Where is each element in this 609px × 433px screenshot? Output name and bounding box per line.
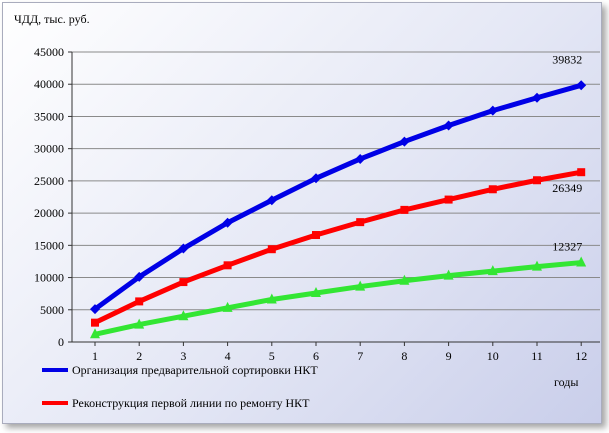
series-1-point-12 [576,80,587,91]
legend-label-series-1: Организация предварительной сортировки Н… [72,363,318,377]
series-1-point-10 [487,105,498,116]
series-2-point-6 [312,231,320,240]
series-line-1 [92,82,584,312]
series-3-point-12 [576,256,587,267]
series-2-point-9 [444,195,453,204]
series-line-3 [92,260,584,337]
y-tick-label: 10000 [34,271,64,285]
series-line-2 [92,169,584,326]
data-label-series-2: 26349 [552,181,582,195]
x-tick-label: 4 [225,349,231,363]
series-3-point-6 [311,287,321,298]
series-1-point-1 [90,304,100,315]
axes: 0 5000 10000 15000 20000 25000 30000 35000 40000… [34,45,600,363]
y-tick-label: 40000 [34,77,64,91]
data-label-series-1: 39832 [552,52,582,66]
series-2-point-1 [91,318,99,327]
x-tick-label: 12 [575,349,587,363]
legend-label-series-2: Реконструкция первой линии по ремонту НК… [72,396,310,410]
series-1-point-4 [222,217,233,228]
y-tick-label: 20000 [34,206,64,220]
series-2-point-12 [577,168,586,177]
series-3-point-7 [355,280,366,291]
series-1-point-5 [266,195,277,206]
series-1-point-9 [443,120,454,131]
y-tick-label: 0 [58,335,64,349]
series-3-point-8 [399,274,410,285]
series-1-point-11 [532,92,542,103]
series-2-point-11 [533,176,541,185]
series-2-point-3 [179,278,188,287]
series-3-point-2 [134,318,145,329]
legend: Организация предварительной сортировки Н… [42,363,318,410]
series-2-point-5 [267,245,276,254]
x-tick-label: 2 [136,349,142,363]
x-tick-label: 1 [92,349,98,363]
series-3-point-9 [443,269,454,280]
series-3-point-3 [178,310,189,321]
y-tick-label: 45000 [34,45,64,59]
y-tick-label: 30000 [34,142,64,156]
y-tick-label: 25000 [34,174,64,188]
data-label-series-3: 12327 [552,240,582,254]
series-2-point-2 [135,297,144,306]
series-1-point-2 [134,271,145,282]
series-lines [90,80,587,339]
x-tick-label: 3 [180,349,186,363]
x-tick-label: 11 [531,349,543,363]
y-tick-label: 35000 [34,109,64,123]
series-1-point-8 [399,136,410,147]
x-tick-label: 7 [357,349,363,363]
series-3-point-1 [90,328,100,339]
series-3-point-4 [222,301,233,312]
series-3-point-5 [266,293,277,304]
series-2-point-4 [223,261,232,270]
series-2-point-10 [488,185,497,194]
x-tick-label: 6 [313,349,319,363]
y-axis-label: ЧДД, тыс. руб. [14,12,90,26]
x-tick-label: 9 [446,349,452,363]
data-labels: 39832 26349 12327 [552,52,582,253]
series-1-point-6 [311,173,321,184]
series-3-point-11 [532,260,542,271]
series-1-point-3 [178,243,189,254]
series-2-point-7 [356,218,365,227]
series-1-point-7 [355,153,366,164]
series-2-point-8 [400,205,409,214]
y-tick-label: 5000 [40,303,64,317]
y-tick-label: 15000 [34,238,64,252]
x-tick-label: 10 [487,349,499,363]
x-axis-label: годы [554,375,578,389]
x-tick-label: 8 [401,349,407,363]
x-tick-label: 5 [269,349,275,363]
series-3-point-10 [487,265,498,276]
